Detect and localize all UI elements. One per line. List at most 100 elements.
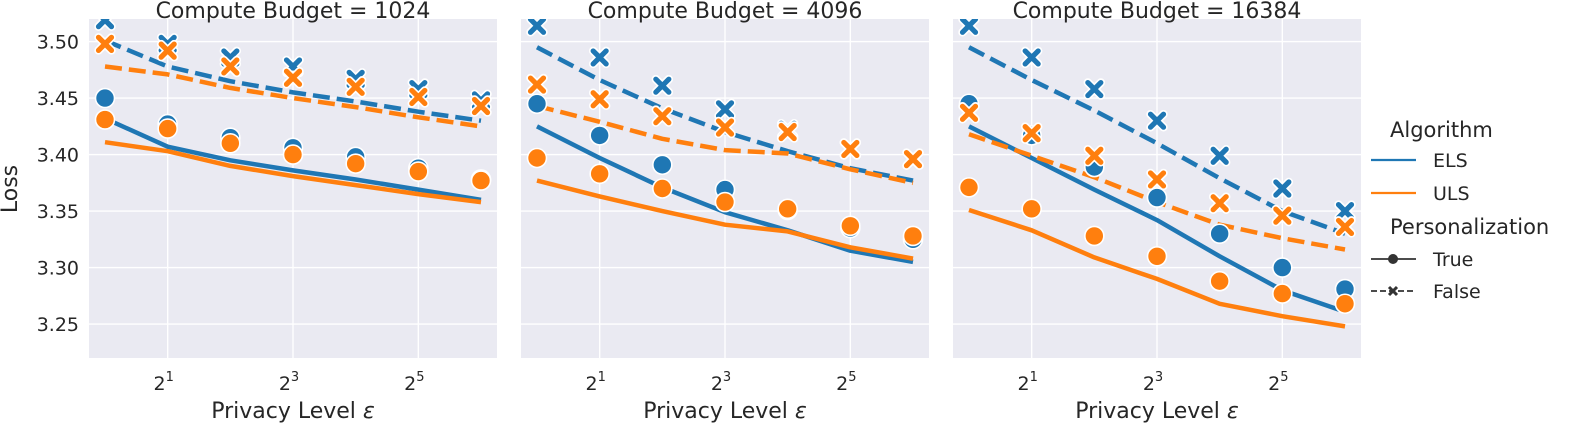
y-tick-label: 3.45 xyxy=(37,88,79,110)
point-uls-circle xyxy=(652,178,673,199)
point-uls-x xyxy=(1335,217,1355,237)
point-uls-x xyxy=(346,77,365,96)
legend-label-els: ELS xyxy=(1433,150,1468,172)
point-uls-circle xyxy=(220,133,241,154)
point-els-x xyxy=(1210,146,1229,165)
point-uls-x xyxy=(1085,146,1104,165)
point-els-circle xyxy=(1272,257,1293,278)
y-tick-label: 3.35 xyxy=(37,201,79,223)
point-uls-circle xyxy=(958,177,980,198)
point-uls-x xyxy=(653,107,672,126)
point-uls-x xyxy=(590,90,609,109)
point-els-x xyxy=(959,19,979,35)
point-uls-x xyxy=(903,150,923,169)
line-uls-personalized xyxy=(536,178,914,261)
point-uls-x xyxy=(715,118,735,137)
point-uls-x xyxy=(221,57,240,76)
point-uls-circle xyxy=(714,191,736,213)
panel-series xyxy=(958,19,1356,329)
x-tick-label: 21 xyxy=(1017,370,1037,395)
point-uls-circle xyxy=(840,215,861,237)
point-uls-circle xyxy=(1272,283,1293,304)
point-uls-x xyxy=(527,75,547,94)
point-uls-circle xyxy=(589,163,610,185)
y-tick-label: 3.40 xyxy=(37,145,79,167)
legend: Algorithm ELS ULS Personalization True False xyxy=(1371,118,1549,303)
panel-title: Compute Budget = 4096 xyxy=(588,0,863,24)
x-tick-label: 21 xyxy=(153,370,173,395)
legend-marker-x xyxy=(1387,285,1399,297)
legend-label-personalization-false: False xyxy=(1433,281,1481,303)
point-uls-circle xyxy=(345,153,366,174)
legend-label-uls: ULS xyxy=(1433,183,1470,205)
point-els-x xyxy=(653,76,672,95)
point-els-circle xyxy=(589,125,610,146)
legend-label-personalization-true: True xyxy=(1432,249,1473,271)
x-axis-label: Privacy Level ε xyxy=(211,399,375,424)
point-uls-circle xyxy=(1084,225,1105,247)
point-els-x xyxy=(1085,79,1104,99)
x-axis-label: Privacy Level ε xyxy=(643,399,807,424)
legend-title-algorithm: Algorithm xyxy=(1390,118,1493,142)
y-axis-label: Loss xyxy=(0,165,23,213)
line-uls-personalized xyxy=(104,139,482,205)
point-uls-x xyxy=(471,96,491,116)
x-tick-label: 25 xyxy=(1268,370,1288,395)
point-uls-circle xyxy=(408,161,429,182)
line-els-personalized xyxy=(104,116,482,203)
point-uls-circle xyxy=(1021,198,1042,220)
x-tick-label: 23 xyxy=(711,370,731,395)
point-els-circle xyxy=(526,93,548,115)
point-uls-circle xyxy=(1146,245,1168,267)
point-uls-x xyxy=(778,122,797,142)
y-tick-label: 3.30 xyxy=(37,258,79,280)
line-uls-personalized xyxy=(968,207,1346,329)
point-els-circle xyxy=(1209,223,1230,244)
point-uls-x xyxy=(283,68,303,87)
panel-series xyxy=(94,19,492,205)
y-tick-label: 3.25 xyxy=(37,314,79,336)
x-tick-label: 23 xyxy=(1143,370,1163,395)
point-els-x xyxy=(1022,48,1041,67)
point-uls-x xyxy=(1022,124,1041,143)
point-els-x xyxy=(1273,179,1292,198)
point-uls-circle xyxy=(282,144,304,165)
point-uls-circle xyxy=(902,225,924,247)
point-els-x xyxy=(95,19,115,30)
point-uls-x xyxy=(1210,194,1229,213)
x-tick-label: 21 xyxy=(585,370,605,395)
x-tick-label: 25 xyxy=(836,370,856,395)
panel-series xyxy=(526,19,924,265)
panel-3: 21 23 25 Compute Budget = 16384 Privacy Leve… xyxy=(953,0,1361,424)
point-uls-circle xyxy=(470,170,492,191)
point-els-circle xyxy=(1146,187,1168,208)
point-uls-x xyxy=(158,41,177,60)
point-uls-circle xyxy=(94,109,116,130)
panel-title: Compute Budget = 1024 xyxy=(156,0,431,24)
point-uls-x xyxy=(959,103,979,122)
point-uls-x xyxy=(95,34,115,53)
point-uls-x xyxy=(1273,206,1292,225)
point-els-x xyxy=(590,48,609,67)
line-uls-nonpersonalized xyxy=(536,103,914,186)
point-els-x xyxy=(715,100,735,119)
point-els-x xyxy=(527,19,547,35)
y-tick-label: 3.50 xyxy=(37,32,79,54)
point-els-x xyxy=(1147,111,1167,130)
point-uls-circle xyxy=(1209,270,1230,292)
legend-marker-circle xyxy=(1388,254,1398,264)
legend-title-personalization: Personalization xyxy=(1390,215,1549,239)
point-els-x xyxy=(1335,202,1355,221)
line-uls-nonpersonalized xyxy=(104,64,482,129)
point-uls-circle xyxy=(1334,293,1356,315)
panel-1: 21 23 25 Compute Budget = 1024 Privacy Level… xyxy=(89,0,497,424)
point-uls-circle xyxy=(777,198,798,220)
point-uls-x xyxy=(1147,170,1167,189)
point-uls-x xyxy=(409,87,428,107)
point-uls-x xyxy=(841,139,860,159)
x-tick-label: 25 xyxy=(404,370,424,395)
point-uls-circle xyxy=(157,118,178,139)
panel-title: Compute Budget = 16384 xyxy=(1013,0,1302,24)
x-axis-label: Privacy Level ε xyxy=(1075,399,1239,424)
